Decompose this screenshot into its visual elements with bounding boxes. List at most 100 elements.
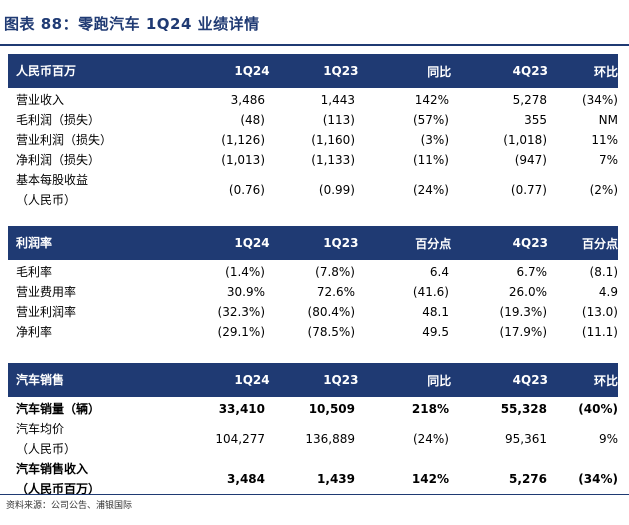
cell: 55,328 <box>500 402 547 416</box>
cell: 7% <box>598 153 618 167</box>
vehicle-sales-table: 汽车销售 1Q24 1Q23 同比 4Q23 环比 汽车销量（辆） 33,410… <box>8 363 618 499</box>
table-header: 利润率 1Q24 1Q23 百分点 4Q23 百分点 <box>8 226 618 260</box>
row-label: 营业利润（损失） <box>16 133 113 147</box>
row-label: 营业费用率 <box>16 285 77 299</box>
table-row: 营业收入 3,486 1,443 142% 5,278 (34%) <box>8 90 618 110</box>
header-cell: 1Q24 <box>234 64 270 78</box>
cell: (24%) <box>412 183 449 197</box>
cell: 9% <box>598 432 618 446</box>
cell: (1,013) <box>221 153 265 167</box>
cell: 11% <box>591 133 618 147</box>
table-row: 汽车销售收入 （人民币百万） 3,484 1,439 142% 5,276 (3… <box>8 459 618 499</box>
header-cell: 1Q23 <box>323 64 359 78</box>
table-row: 汽车销量（辆） 33,410 10,509 218% 55,328 (40%) <box>8 399 618 419</box>
cell: (19.3%) <box>499 305 547 319</box>
cell: (29.1%) <box>217 325 265 339</box>
cell: (8.1) <box>589 265 618 279</box>
cell: 6.7% <box>516 265 548 279</box>
cell: 95,361 <box>505 432 547 446</box>
page-title: 图表 88：零跑汽车 1Q24 业绩详情 <box>4 15 260 33</box>
cell: NM <box>598 113 618 127</box>
cell: 136,889 <box>305 432 355 446</box>
table-row: 毛利率 (1.4%) (7.8%) 6.4 6.7% (8.1) <box>8 262 618 282</box>
cell: 30.9% <box>226 285 265 299</box>
cell: (0.99) <box>318 183 355 197</box>
header-cell: 百分点 <box>415 236 452 251</box>
cell: 33,410 <box>218 402 265 416</box>
table-header: 汽车销售 1Q24 1Q23 同比 4Q23 环比 <box>8 363 618 397</box>
row-label: 营业收入 <box>16 93 65 107</box>
row-label: 净利润（损失） <box>16 153 101 167</box>
cell: 104,277 <box>215 432 265 446</box>
header-cell: 4Q23 <box>512 373 548 387</box>
cell: 142% <box>414 93 449 107</box>
row-label: 汽车销售收入 （人民币百万） <box>8 459 178 499</box>
header-cell: 1Q23 <box>323 373 359 387</box>
cell: 26.0% <box>508 285 547 299</box>
row-label: 毛利率 <box>16 265 53 279</box>
cell: 4.9 <box>598 285 618 299</box>
cell: (3%) <box>420 133 449 147</box>
table-row: 净利率 (29.1%) (78.5%) 49.5 (17.9%) (11.1) <box>8 322 618 342</box>
cell: (2%) <box>589 183 618 197</box>
cell: 5,278 <box>512 93 547 107</box>
header-cell: 同比 <box>427 64 452 79</box>
cell: (11.1) <box>581 325 618 339</box>
header-cell: 利润率 <box>16 236 53 250</box>
cell: 6.4 <box>429 265 449 279</box>
header-cell: 4Q23 <box>512 236 548 250</box>
cell: (32.3%) <box>217 305 265 319</box>
cell: (57%) <box>412 113 449 127</box>
cell: (1.4%) <box>225 265 265 279</box>
cell: (1,126) <box>221 133 265 147</box>
financials-table: 人民币百万 1Q24 1Q23 同比 4Q23 环比 营业收入 3,486 1,… <box>8 54 618 210</box>
header-cell: 4Q23 <box>512 64 548 78</box>
cell: (7.8%) <box>315 265 355 279</box>
header-cell: 环比 <box>593 64 618 79</box>
row-label-line: 汽车均价 <box>16 422 65 436</box>
cell: (113) <box>322 113 355 127</box>
cell: 1,439 <box>317 472 355 486</box>
cell: (1,133) <box>311 153 355 167</box>
table-row: 营业利润率 (32.3%) (80.4%) 48.1 (19.3%) (13.0… <box>8 302 618 322</box>
header-cell: 环比 <box>593 373 618 388</box>
row-label: 营业利润率 <box>16 305 77 319</box>
row-label-line: 基本每股收益 <box>16 173 89 187</box>
cell: (40%) <box>578 402 618 416</box>
cell: 10,509 <box>308 402 355 416</box>
row-label: 汽车均价 （人民币） <box>8 419 178 459</box>
cell: (41.6) <box>412 285 449 299</box>
cell: (1,160) <box>311 133 355 147</box>
header-cell: 同比 <box>427 373 452 388</box>
table-row: 基本每股收益 （人民币） (0.76) (0.99) (24%) (0.77) … <box>8 170 618 210</box>
table-row: 汽车均价 （人民币） 104,277 136,889 (24%) 95,361 … <box>8 419 618 459</box>
header-cell: 1Q23 <box>323 236 359 250</box>
cell: 49.5 <box>422 325 449 339</box>
cell: 48.1 <box>422 305 449 319</box>
row-label-line: （人民币） <box>16 193 77 207</box>
table-header: 人民币百万 1Q24 1Q23 同比 4Q23 环比 <box>8 54 618 88</box>
cell: 218% <box>411 402 449 416</box>
header-cell: 人民币百万 <box>16 64 77 78</box>
cell: (0.77) <box>510 183 547 197</box>
row-label-line: 汽车销售收入 <box>16 462 89 476</box>
cell: (24%) <box>412 432 449 446</box>
table-row: 毛利润（损失） (48) (113) (57%) 355 NM <box>8 110 618 130</box>
row-label-line: （人民币百万） <box>16 482 101 496</box>
cell: (34%) <box>581 93 618 107</box>
cell: (80.4%) <box>307 305 355 319</box>
cell: 5,276 <box>509 472 547 486</box>
title-bar: 图表 88：零跑汽车 1Q24 业绩详情 <box>0 0 629 46</box>
cell: 142% <box>411 472 449 486</box>
margins-table: 利润率 1Q24 1Q23 百分点 4Q23 百分点 毛利率 (1.4%) (7… <box>8 226 618 342</box>
cell: (0.76) <box>228 183 265 197</box>
cell: (17.9%) <box>499 325 547 339</box>
header-cell: 1Q24 <box>234 373 270 387</box>
cell: (78.5%) <box>307 325 355 339</box>
table-row: 净利润（损失） (1,013) (1,133) (11%) (947) 7% <box>8 150 618 170</box>
cell: 1,443 <box>320 93 355 107</box>
cell: 355 <box>524 113 547 127</box>
cell: (13.0) <box>581 305 618 319</box>
cell: 3,484 <box>227 472 265 486</box>
cell: (11%) <box>412 153 449 167</box>
